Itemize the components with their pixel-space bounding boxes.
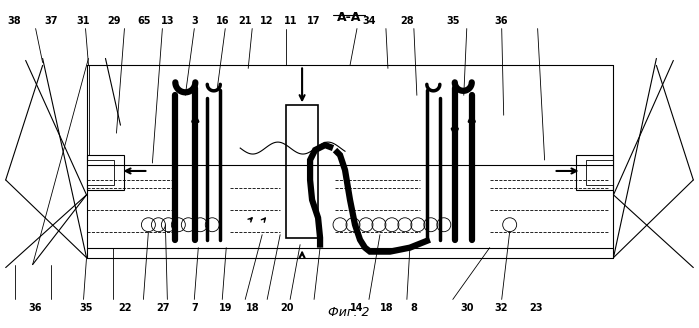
- Text: 12: 12: [261, 16, 274, 26]
- Text: 21: 21: [238, 16, 252, 26]
- Text: 28: 28: [400, 16, 414, 26]
- Text: 35: 35: [79, 303, 92, 313]
- Text: 36: 36: [29, 303, 43, 313]
- Text: 23: 23: [530, 303, 543, 313]
- Text: 7: 7: [192, 303, 198, 313]
- Text: 17: 17: [306, 16, 320, 26]
- Text: 27: 27: [156, 303, 169, 313]
- Text: Фиг. 2: Фиг. 2: [329, 306, 370, 319]
- Text: 13: 13: [161, 16, 175, 26]
- Text: 11: 11: [284, 16, 297, 26]
- Text: 19: 19: [219, 303, 232, 313]
- Text: 18: 18: [380, 303, 394, 313]
- Text: 20: 20: [280, 303, 294, 313]
- Text: 14: 14: [350, 303, 363, 313]
- Text: 16: 16: [216, 16, 229, 26]
- Text: 34: 34: [362, 16, 376, 26]
- Text: 18: 18: [247, 303, 260, 313]
- Text: 65: 65: [137, 16, 150, 26]
- Text: 32: 32: [495, 303, 508, 313]
- Bar: [575, 155, 614, 190]
- Text: 35: 35: [446, 16, 459, 26]
- Bar: [87, 160, 115, 185]
- Text: 30: 30: [460, 303, 473, 313]
- Text: 36: 36: [495, 16, 508, 26]
- Text: А-А: А-А: [337, 10, 361, 24]
- Bar: [586, 160, 614, 185]
- Bar: [87, 155, 124, 190]
- Text: 8: 8: [410, 303, 417, 313]
- Text: 3: 3: [192, 16, 198, 26]
- Text: 31: 31: [76, 16, 89, 26]
- Text: 38: 38: [8, 16, 22, 26]
- Bar: [286, 105, 318, 238]
- Text: 22: 22: [118, 303, 131, 313]
- Text: 29: 29: [107, 16, 120, 26]
- Text: 37: 37: [44, 16, 58, 26]
